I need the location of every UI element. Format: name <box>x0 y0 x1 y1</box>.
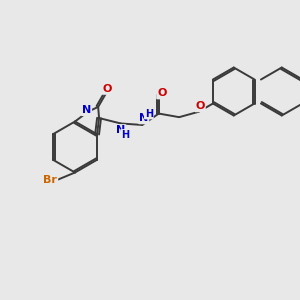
Text: Br: Br <box>44 175 57 185</box>
Text: O: O <box>196 101 205 111</box>
Text: O: O <box>157 88 167 98</box>
Text: H: H <box>145 109 153 118</box>
Text: N: N <box>139 113 148 123</box>
Text: N: N <box>82 105 91 115</box>
Text: H: H <box>121 130 129 140</box>
Text: O: O <box>103 84 112 94</box>
Text: N: N <box>116 125 125 135</box>
